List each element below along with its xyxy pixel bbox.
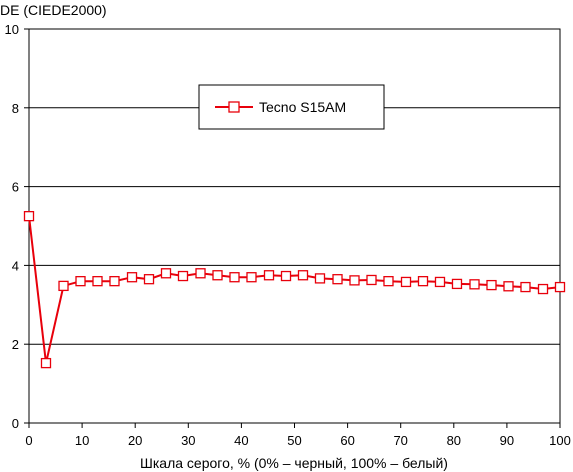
x-tick-label: 0	[25, 433, 32, 448]
data-point	[126, 272, 138, 283]
data-point	[92, 276, 103, 287]
series-layer	[23, 210, 566, 369]
data-point	[280, 270, 292, 282]
x-axis-ticks: 0 10 20 30 40 50 60 70 80 90 100	[25, 423, 571, 448]
data-point	[417, 276, 429, 287]
y-tick-label: 10	[5, 22, 19, 37]
y-axis-ticks: 0 2 4 6 8 10	[5, 22, 29, 431]
x-tick-label: 40	[234, 433, 248, 448]
x-tick-label: 80	[447, 433, 461, 448]
x-tick-label: 60	[340, 433, 354, 448]
data-point	[212, 270, 223, 281]
data-point	[75, 276, 86, 287]
x-tick-label: 70	[393, 433, 407, 448]
data-point	[195, 268, 206, 279]
data-point	[366, 274, 377, 286]
x-axis-title: Шкала серого, % (0% – черный, 100% – бел…	[140, 455, 448, 471]
y-tick-label: 2	[12, 337, 19, 352]
x-tick-label: 90	[500, 433, 514, 448]
data-point	[383, 276, 394, 287]
data-point	[400, 276, 412, 288]
x-tick-label: 50	[287, 433, 301, 448]
y-tick-label: 6	[12, 180, 19, 195]
data-point	[160, 268, 172, 279]
data-point	[246, 272, 257, 283]
data-point	[349, 275, 360, 286]
data-point	[40, 357, 52, 369]
legend-marker-sample	[228, 101, 240, 113]
legend-label: Tecno S15AM	[259, 99, 346, 115]
x-tick-label: 100	[549, 433, 571, 448]
data-point	[520, 281, 531, 293]
data-point	[109, 276, 120, 287]
y-axis-title: DE (CIEDE2000)	[0, 2, 107, 18]
data-point	[314, 273, 326, 284]
data-point	[332, 274, 343, 285]
y-tick-label: 4	[12, 258, 19, 273]
x-tick-label: 30	[181, 433, 195, 448]
data-point	[469, 279, 480, 290]
data-point	[177, 270, 189, 282]
data-point	[143, 274, 155, 285]
x-tick-label: 20	[128, 433, 142, 448]
data-point	[434, 276, 446, 288]
data-point	[554, 281, 566, 293]
data-point	[23, 210, 35, 222]
data-point	[58, 280, 69, 292]
y-tick-label: 0	[12, 416, 19, 431]
legend: Tecno S15AM	[198, 84, 385, 130]
data-point	[486, 279, 497, 291]
x-tick-label: 10	[75, 433, 89, 448]
data-point	[503, 281, 514, 292]
y-tick-label: 8	[12, 101, 19, 116]
data-point	[537, 283, 549, 295]
data-point	[451, 278, 463, 290]
data-point	[263, 270, 275, 281]
data-point	[297, 270, 309, 281]
data-point	[229, 272, 240, 283]
series-line	[28, 215, 561, 364]
